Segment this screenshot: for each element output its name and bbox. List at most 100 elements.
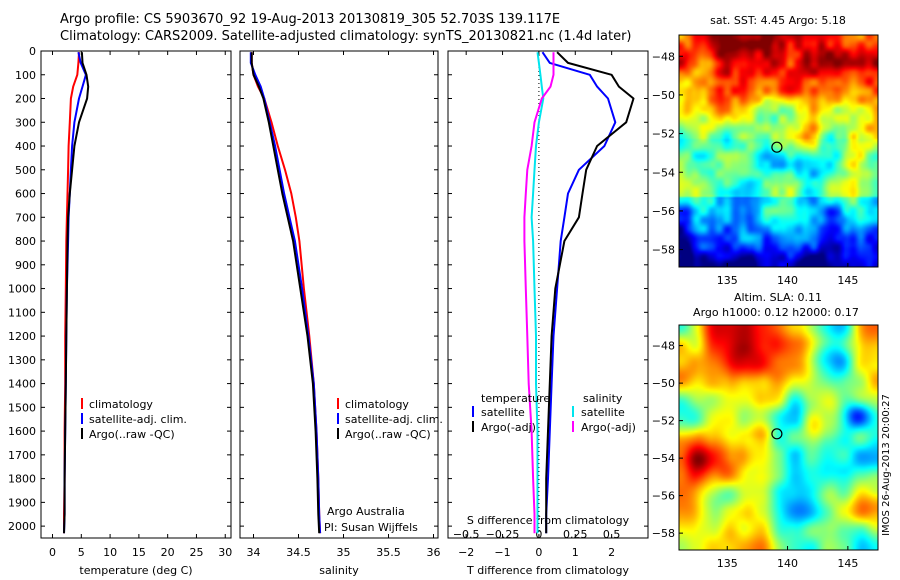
depth-tick-label: 800 — [15, 235, 36, 248]
difference-series-line — [523, 52, 555, 534]
sla-map-ytick-label: −50 — [652, 377, 675, 390]
salinity-series-line — [249, 52, 322, 534]
difference-legend-label: satellite — [481, 406, 525, 419]
sst-map-xtick-label: 135 — [717, 274, 738, 287]
sst-map-image — [679, 35, 878, 267]
difference-legend-label: Argo(-adj) — [581, 421, 636, 434]
depth-tick-label: 700 — [15, 211, 36, 224]
salinity-legend-label: Argo(..raw -QC) — [345, 428, 431, 441]
salinity-difference-tick-label: −0.5 — [453, 528, 480, 541]
sst-map-ytick-label: −50 — [652, 89, 675, 102]
difference-xtick-label: −1 — [494, 546, 510, 559]
temperature-legend-label: Argo(..raw -QC) — [89, 428, 175, 441]
depth-tick-label: 300 — [15, 116, 36, 129]
temperature-axes-frame — [40, 50, 232, 539]
difference-xtick-label: 1 — [572, 546, 579, 559]
temperature-xtick-label: 0 — [49, 546, 56, 559]
sla-map-ytick-label: −48 — [652, 340, 675, 353]
argo-position-marker — [771, 141, 783, 153]
depth-tick-label: 1700 — [8, 449, 36, 462]
sla-map-ytick-label: −56 — [652, 490, 675, 503]
figure-title-line2: Climatology: CARS2009. Satellite-adjuste… — [60, 29, 632, 44]
figure-title-line1: Argo profile: CS 5903670_92 19-Aug-2013 … — [60, 12, 561, 27]
depth-tick-label: 1800 — [8, 473, 36, 486]
argo-position-marker — [771, 428, 783, 440]
temperature-legend-label: satellite-adj. clim. — [89, 413, 187, 426]
salinity-difference-tick-label: 0.5 — [603, 528, 621, 541]
sla-map-ytick-label: −52 — [652, 415, 675, 428]
temperature-series-line — [63, 52, 90, 534]
argo-australia-annotation: Argo Australia — [327, 505, 405, 518]
difference-xtick-label: 2 — [608, 546, 615, 559]
sst-map-ytick-label: −54 — [652, 166, 675, 179]
difference-series-line — [545, 51, 635, 534]
difference-legend-label: satellite — [581, 406, 625, 419]
difference-panel: −2 −1 0 1 2 T difference from climatology S di… — [447, 50, 649, 577]
depth-tick-label: 1300 — [8, 354, 36, 367]
salinity-xtick-label: 34 — [247, 546, 261, 559]
sst-map-ytick-label: −56 — [652, 205, 675, 218]
depth-tick-label: 600 — [15, 188, 36, 201]
sst-map-title: sat. SST: 4.45 Argo: 5.18 — [710, 14, 846, 27]
temperature-xlabel: temperature (deg C) — [79, 564, 192, 577]
difference-xtick-label: −2 — [458, 546, 474, 559]
depth-tick-label: 400 — [15, 140, 36, 153]
salinity-difference-tick-label: 0 — [535, 528, 542, 541]
sla-map-frame — [678, 324, 879, 551]
sla-map-xtick-label: 135 — [717, 557, 738, 570]
depth-tick-label: 1600 — [8, 425, 36, 438]
sla-map-panel: Altim. SLA: 0.11 Argo h1000: 0.12 h2000:… — [652, 291, 892, 570]
temperature-xtick-label: 20 — [161, 546, 175, 559]
salinity-legend-label: climatology — [345, 398, 409, 411]
imos-timestamp-label: IMOS 26-Aug-2013 20:00:27 — [881, 394, 892, 536]
difference-series-line — [541, 51, 617, 534]
sst-map-ytick-label: −48 — [652, 50, 675, 63]
temperature-xtick-label: 15 — [132, 546, 146, 559]
depth-tick-label: 100 — [15, 69, 36, 82]
salinity-xtick-label: 35.5 — [376, 546, 401, 559]
temperature-xtick-label: 10 — [103, 546, 117, 559]
temperature-xtick-label: 25 — [189, 546, 203, 559]
sst-map-panel: sat. SST: 4.45 Argo: 5.18 135 140 145 −48 −5… — [652, 14, 879, 287]
sla-map-ytick-label: −54 — [652, 452, 675, 465]
depth-tick-label: 500 — [15, 164, 36, 177]
depth-tick-label: 1100 — [8, 306, 36, 319]
depth-tick-label: 1500 — [8, 401, 36, 414]
temperature-legend-label: climatology — [89, 398, 153, 411]
depth-tick-label: 1000 — [8, 283, 36, 296]
temperature-xtick-label: 5 — [78, 546, 85, 559]
salinity-difference-tick-label: 0.25 — [563, 528, 588, 541]
sst-map-xtick-label: 145 — [837, 274, 858, 287]
salinity-series-line — [250, 52, 321, 534]
depth-tick-label: 900 — [15, 259, 36, 272]
sst-map-frame — [678, 34, 879, 268]
salinity-legend-label: satellite-adj. clim. — [345, 413, 443, 426]
salinity-xlabel: salinity — [319, 564, 359, 577]
difference-axes-frame — [447, 50, 649, 539]
pi-annotation: PI: Susan Wijffels — [324, 521, 418, 534]
sla-map-title: Altim. SLA: 0.11 — [734, 291, 822, 304]
difference-legend-label: Argo(-adj) — [481, 421, 536, 434]
temperature-panel: 0100200300400500600700800900100011001200… — [8, 45, 232, 577]
salinity-xtick-label: 34.5 — [286, 546, 311, 559]
depth-tick-label: 1400 — [8, 378, 36, 391]
depth-tick-label: 2000 — [8, 520, 36, 533]
salinity-panel: 34 34.5 35 35.5 36 salinity climatology satelli… — [239, 50, 443, 577]
salinity-xtick-label: 35 — [337, 546, 351, 559]
depth-tick-label: 0 — [29, 45, 36, 58]
depth-tick-label: 200 — [15, 93, 36, 106]
sla-map-ytick-label: −58 — [652, 527, 675, 540]
sla-map-image — [679, 325, 878, 550]
legend-title-temperature: temperature — [481, 392, 550, 405]
salinity-series-line — [250, 52, 322, 534]
depth-tick-label: 1200 — [8, 330, 36, 343]
difference-series-line — [530, 52, 545, 534]
difference-xtick-label: 0 — [535, 546, 542, 559]
sla-map-xtick-label: 140 — [777, 557, 798, 570]
salinity-xtick-label: 36 — [427, 546, 441, 559]
depth-tick-label: 1900 — [8, 496, 36, 509]
salinity-difference-tick-label: −0.25 — [486, 528, 520, 541]
sst-map-ytick-label: −58 — [652, 244, 675, 257]
